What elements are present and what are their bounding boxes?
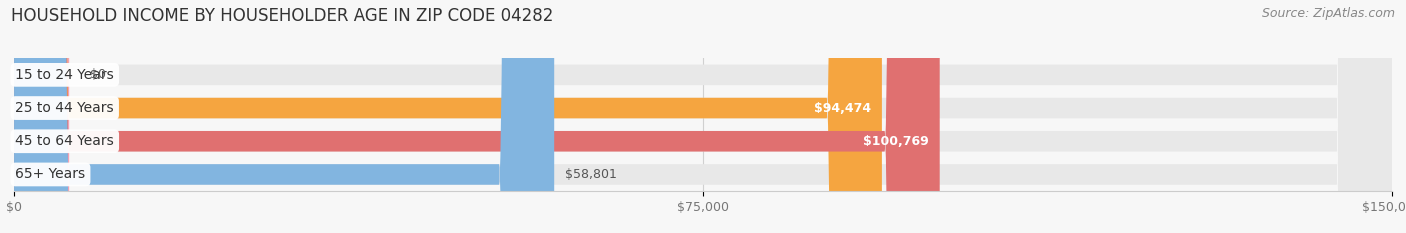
FancyBboxPatch shape — [14, 0, 1392, 233]
Text: $94,474: $94,474 — [814, 102, 870, 115]
FancyBboxPatch shape — [14, 0, 939, 233]
FancyBboxPatch shape — [14, 0, 882, 233]
FancyBboxPatch shape — [14, 0, 69, 233]
FancyBboxPatch shape — [14, 0, 1392, 233]
Text: $58,801: $58,801 — [565, 168, 617, 181]
Text: 45 to 64 Years: 45 to 64 Years — [15, 134, 114, 148]
Text: Source: ZipAtlas.com: Source: ZipAtlas.com — [1261, 7, 1395, 20]
Text: $100,769: $100,769 — [863, 135, 929, 148]
Text: 15 to 24 Years: 15 to 24 Years — [15, 68, 114, 82]
Text: 25 to 44 Years: 25 to 44 Years — [15, 101, 114, 115]
Text: HOUSEHOLD INCOME BY HOUSEHOLDER AGE IN ZIP CODE 04282: HOUSEHOLD INCOME BY HOUSEHOLDER AGE IN Z… — [11, 7, 554, 25]
FancyBboxPatch shape — [14, 0, 554, 233]
FancyBboxPatch shape — [14, 0, 1392, 233]
Text: $0: $0 — [90, 68, 105, 81]
FancyBboxPatch shape — [14, 0, 1392, 233]
Text: 65+ Years: 65+ Years — [15, 168, 86, 182]
